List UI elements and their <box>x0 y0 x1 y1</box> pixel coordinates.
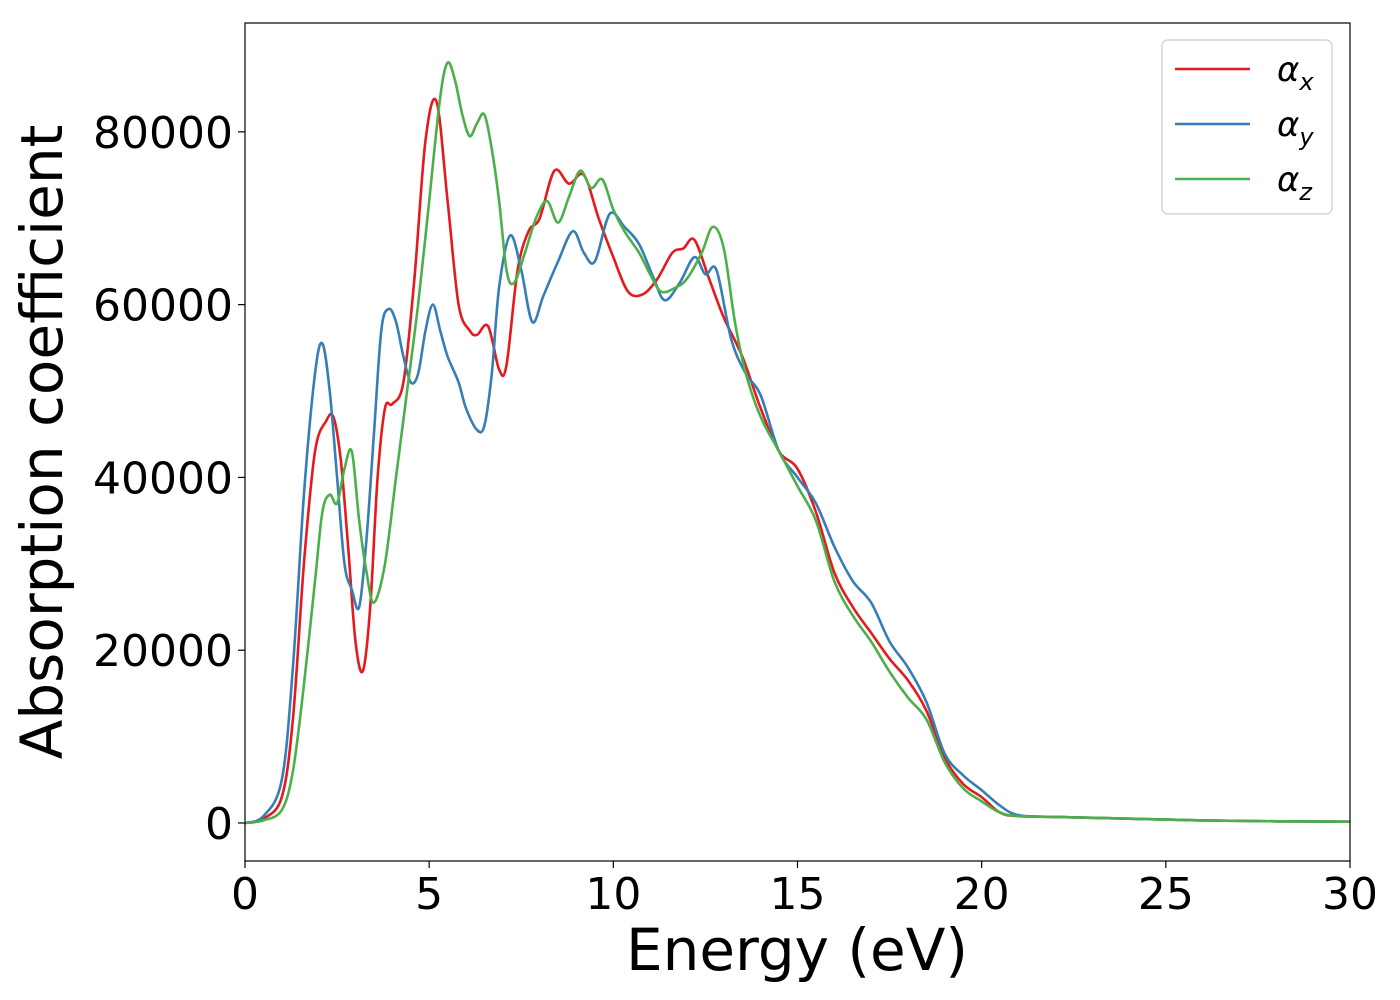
legend-label-symbol: α <box>1277 50 1299 90</box>
legend-label-alpha-y: αy <box>1277 105 1314 151</box>
x-tick-label: 10 <box>585 869 641 920</box>
legend-label-alpha-x: αx <box>1277 50 1314 96</box>
y-tick-label: 40000 <box>93 453 233 504</box>
x-tick-label: 5 <box>415 869 443 920</box>
legend-label-subscript: z <box>1298 178 1313 206</box>
legend-label-symbol: α <box>1277 160 1299 200</box>
x-tick-label: 15 <box>770 869 826 920</box>
y-tick-label: 0 <box>205 799 233 850</box>
series-line-alpha-z <box>244 60 1351 825</box>
y-axis: 0 20000 40000 60000 80000 <box>93 108 245 850</box>
y-axis-label: Absorption coefficient <box>8 125 76 760</box>
x-tick-label: 25 <box>1138 869 1194 920</box>
y-tick-label: 80000 <box>93 108 233 159</box>
x-axis: 0 5 10 15 20 25 30 <box>231 861 1378 920</box>
x-tick-label: 0 <box>231 869 259 920</box>
x-tick-label: 30 <box>1322 869 1378 920</box>
legend-box <box>1161 39 1333 215</box>
legend-label-alpha-z: αz <box>1277 160 1313 206</box>
series-layer <box>244 60 1351 825</box>
y-tick-label: 20000 <box>93 626 233 677</box>
x-tick-label: 20 <box>954 869 1010 920</box>
legend-label-symbol: α <box>1277 105 1299 145</box>
series-line-alpha-y <box>244 211 1351 825</box>
y-tick-label: 60000 <box>93 281 233 332</box>
x-axis-label: Energy (eV) <box>626 916 968 984</box>
legend-label-subscript: y <box>1298 123 1314 151</box>
series-line-alpha-x <box>244 97 1351 825</box>
legend-label-subscript: x <box>1298 68 1314 96</box>
